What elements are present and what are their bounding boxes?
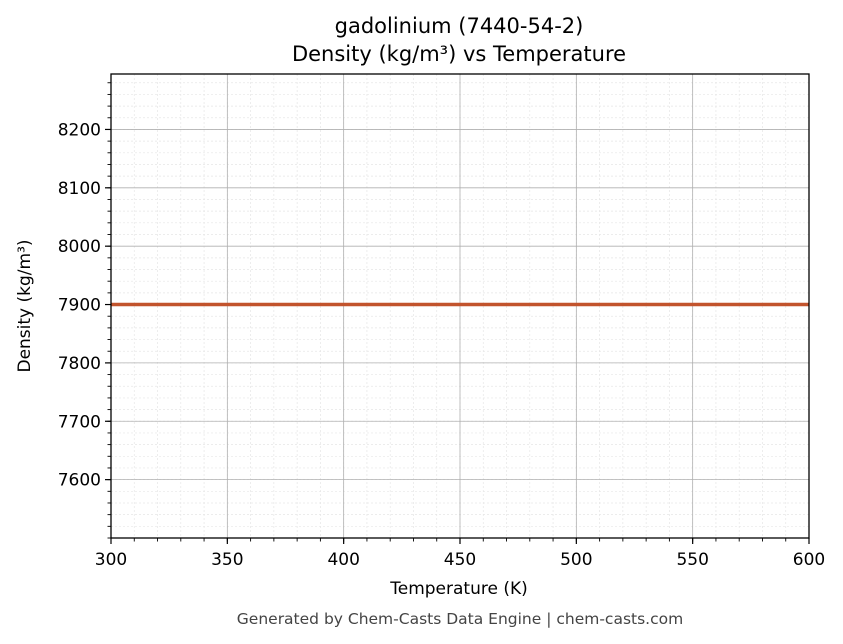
y-tick-label: 7900: [58, 296, 101, 316]
footer-credit: Generated by Chem-Casts Data Engine | ch…: [237, 610, 683, 628]
x-tick-label: 550: [676, 550, 708, 570]
y-axis-ticks: 7600 7700 7800 7900 8000 8100 8200: [58, 82, 111, 539]
chart-subtitle: Density (kg/m³) vs Temperature: [292, 42, 626, 66]
x-tick-label: 400: [327, 550, 359, 570]
y-axis-label: Density (kg/m³): [15, 239, 35, 372]
y-tick-label: 7700: [58, 412, 101, 432]
x-tick-label: 500: [560, 550, 592, 570]
y-tick-label: 8000: [58, 237, 101, 257]
y-tick-label: 8200: [58, 120, 101, 140]
x-tick-label: 300: [95, 550, 127, 570]
chart-title: gadolinium (7440-54-2): [335, 14, 584, 38]
y-tick-label: 8100: [58, 179, 101, 199]
x-tick-label: 450: [444, 550, 476, 570]
x-axis-ticks: 300 350 400 450 500 550 600: [95, 538, 825, 570]
y-tick-label: 7800: [58, 354, 101, 374]
y-tick-label: 7600: [58, 471, 101, 491]
x-tick-label: 600: [793, 550, 825, 570]
x-tick-label: 350: [211, 550, 243, 570]
x-axis-label: Temperature (K): [389, 579, 528, 599]
